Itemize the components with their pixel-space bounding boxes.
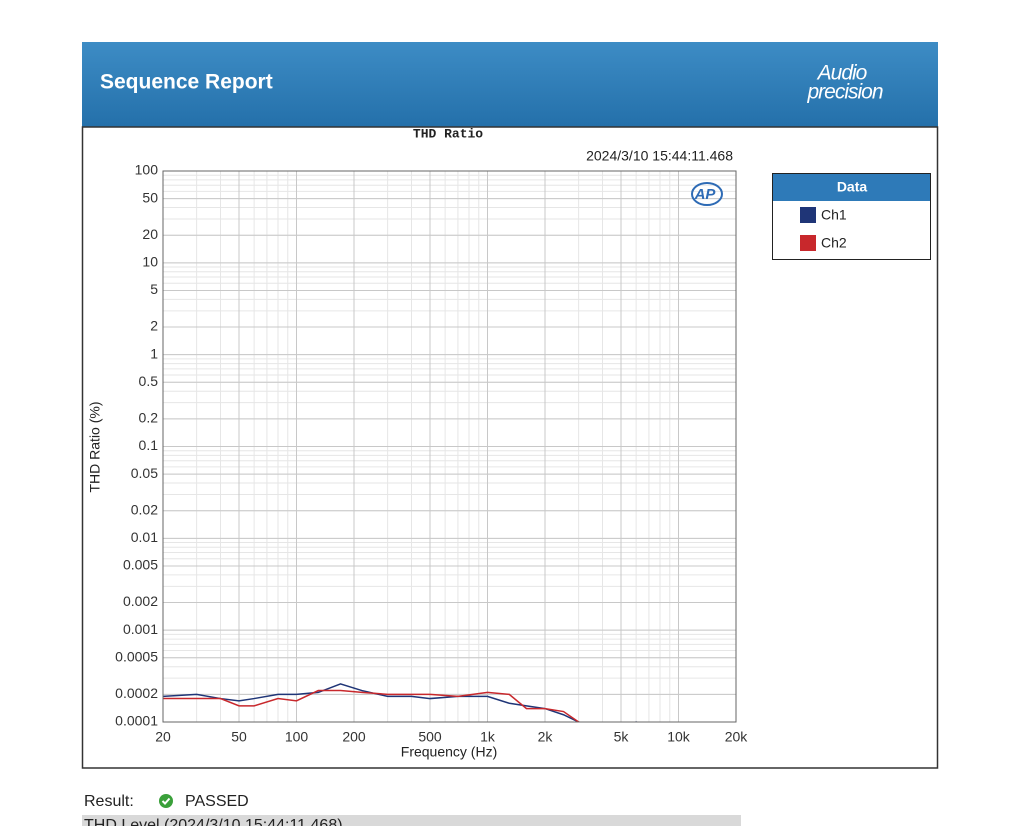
section-bar <box>82 815 741 826</box>
y-tick-label: 0.2 <box>139 410 159 426</box>
y-tick-label: 5 <box>150 281 158 297</box>
result-label: Result: <box>84 793 134 810</box>
y-tick-label: 0.02 <box>131 501 158 517</box>
y-tick-label: 0.0001 <box>115 713 158 729</box>
section-title: THD Level (2024/3/10 15:44:11.468) <box>84 817 343 826</box>
legend-swatch <box>800 235 816 251</box>
legend-header <box>773 174 930 201</box>
x-tick-label: 2k <box>538 729 554 745</box>
chart-title: THD Ratio <box>413 126 483 141</box>
y-tick-label: 0.002 <box>123 593 158 609</box>
x-tick-label: 20k <box>725 729 749 745</box>
x-tick-label: 500 <box>418 729 442 745</box>
series-line <box>163 683 640 722</box>
legend-entries: Ch1 Ch2 <box>800 207 847 251</box>
legend-swatch <box>800 207 816 223</box>
y-tick-label: 2 <box>150 318 158 334</box>
x-tick-label: 50 <box>231 729 247 745</box>
x-tick-label: 1k <box>480 729 496 745</box>
y-tick-label: 0.1 <box>139 437 159 453</box>
y-tick-label: 100 <box>135 162 159 178</box>
y-tick-label: 0.005 <box>123 557 158 573</box>
y-tick-label: 0.0002 <box>115 685 158 701</box>
watermark-ring <box>691 182 723 206</box>
y-tick-label: 10 <box>142 254 158 270</box>
y-tick-label: 0.5 <box>139 373 159 389</box>
plot-frame <box>162 170 737 723</box>
y-tick-label: 0.0005 <box>115 649 158 665</box>
watermark: AP <box>694 186 717 203</box>
x-tick-label: 10k <box>667 729 691 745</box>
legend-label: Ch2 <box>821 235 847 251</box>
x-tick-label: 5k <box>614 729 630 745</box>
y-tick-label: 0.001 <box>123 621 158 637</box>
x-axis-label: Frequency (Hz) <box>401 744 497 760</box>
x-tick-label: 100 <box>285 729 309 745</box>
y-tick-label: 0.01 <box>131 529 158 545</box>
logo-text: precision <box>806 81 882 104</box>
report-title: Sequence Report <box>100 71 273 94</box>
pass-check <box>161 797 171 805</box>
series-line <box>163 689 581 722</box>
legend-title: Data <box>837 179 868 195</box>
series-lines <box>163 683 640 722</box>
y-tick-label: 0.05 <box>131 465 158 481</box>
timestamp: 2024/3/10 15:44:11.468 <box>586 148 733 164</box>
y-tick-label: 20 <box>142 226 158 242</box>
logo-text: Audio <box>816 62 868 85</box>
y-tick-label: 1 <box>150 345 158 361</box>
x-tick-label: 200 <box>342 729 366 745</box>
y-tick-label: 50 <box>142 189 158 205</box>
y-axis-label: THD Ratio (%) <box>87 401 103 492</box>
header-bar <box>82 42 938 127</box>
x-tick-label: 20 <box>155 729 171 745</box>
result-status: PASSED <box>185 793 249 810</box>
legend-label: Ch1 <box>821 207 847 223</box>
